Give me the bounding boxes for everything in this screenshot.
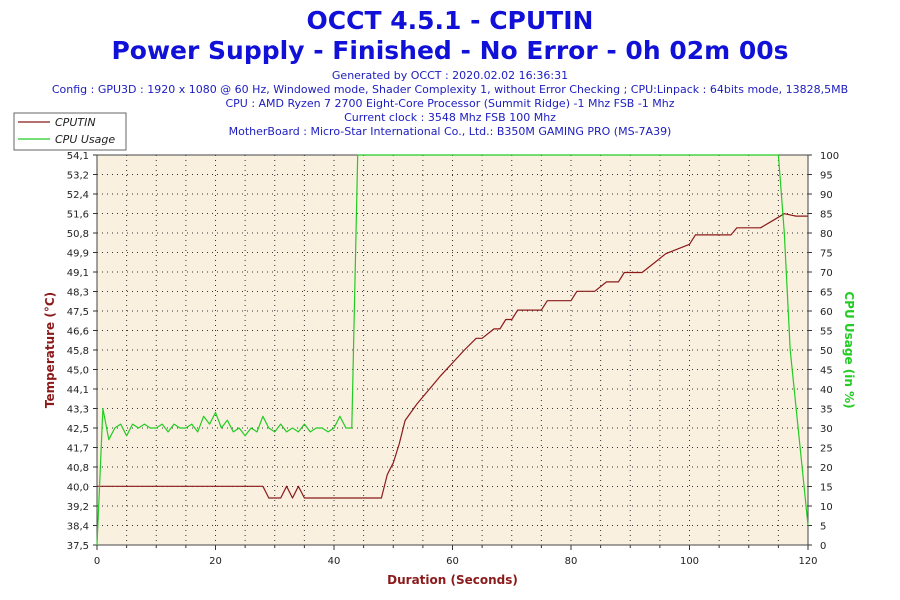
info-generated: Generated by OCCT : 2020.02.02 16:36:31 [331,69,569,82]
y-tick-label-left: 44,1 [67,385,89,396]
y-tick-label-right: 20 [820,463,833,474]
y-tick-label-right: 10 [820,502,833,513]
y-tick-label-right: 75 [820,249,833,260]
y-tick-label-left: 50,8 [67,229,89,240]
y-tick-label-right: 70 [820,268,833,279]
y-tick-label-right: 25 [820,444,833,455]
y-tick-label-left: 52,4 [67,190,89,201]
y-tick-label-right: 95 [820,171,833,182]
chart-subtitle: Power Supply - Finished - No Error - 0h … [111,36,789,65]
y-tick-label-right: 50 [820,346,833,357]
chart-title: OCCT 4.5.1 - CPUTIN [306,6,594,35]
y-tick-label-right: 55 [820,327,833,338]
series-line-cpu-usage [96,154,809,546]
y-tick-label-left: 45,0 [67,366,89,377]
y-tick-label-right: 35 [820,405,833,416]
y-tick-label-left: 47,5 [67,307,89,318]
y-tick-label-right: 40 [820,385,833,396]
x-tick-label: 80 [565,556,578,567]
legend: CPUTIN CPU Usage [13,112,127,151]
y-tick-label-left: 37,5 [67,541,89,552]
x-tick-label: 60 [446,556,459,567]
y-tick-label-right: 85 [820,210,833,221]
y-tick-label-left: 43,3 [67,405,89,416]
y-tick-label-left: 54,1 [67,151,89,162]
info-motherboard: MotherBoard : Micro-Star International C… [228,125,672,138]
y-tick-label-left: 42,5 [67,424,89,435]
info-config: Config : GPU3D : 1920 x 1080 @ 60 Hz, Wi… [51,83,849,96]
y-tick-label-right: 0 [820,541,826,552]
y-tick-label-right: 90 [820,190,833,201]
y-tick-label-right: 65 [820,288,833,299]
y-tick-label-left: 45,8 [67,346,89,357]
y-tick-label-left: 41,7 [67,444,89,455]
x-tick-label: 40 [328,556,341,567]
y-tick-label-right: 60 [820,307,833,318]
y-tick-label-left: 46,6 [67,327,89,338]
y-tick-label-left: 38,4 [67,522,89,533]
y-tick-label-left: 51,6 [67,210,89,221]
y-tick-label-left: 40,0 [67,483,89,494]
y-axis-label-right: CPU Usage (in %) [842,291,856,408]
series-line-cputin [97,213,808,499]
y-tick-label-left: 49,9 [67,249,89,260]
x-tick-label: 120 [798,556,817,567]
legend-label: CPUTIN [55,116,96,129]
x-axis-label: Duration (Seconds) [387,573,518,587]
x-tick-label: 0 [94,556,100,567]
y-axis-label-left: Temperature (°C) [43,292,57,408]
info-clock: Current clock : 3548 Mhz FSB 100 Mhz [344,111,556,124]
x-tick-label: 20 [209,556,222,567]
y-tick-label-right: 15 [820,483,833,494]
y-tick-label-right: 30 [820,424,833,435]
y-tick-label-right: 5 [820,522,826,533]
y-tick-label-right: 80 [820,229,833,240]
y-tick-label-left: 53,2 [67,171,89,182]
x-tick-label: 100 [680,556,699,567]
y-tick-label-left: 48,3 [67,288,89,299]
info-cpu: CPU : AMD Ryzen 7 2700 Eight-Core Proces… [225,97,675,110]
legend-box [13,112,127,151]
y-tick-label-left: 49,1 [67,268,89,279]
y-tick-label-left: 39,2 [67,502,89,513]
y-tick-label-right: 45 [820,366,833,377]
y-tick-label-left: 40,8 [67,463,89,474]
y-tick-label-right: 100 [820,151,839,162]
legend-label: CPU Usage [55,133,115,146]
